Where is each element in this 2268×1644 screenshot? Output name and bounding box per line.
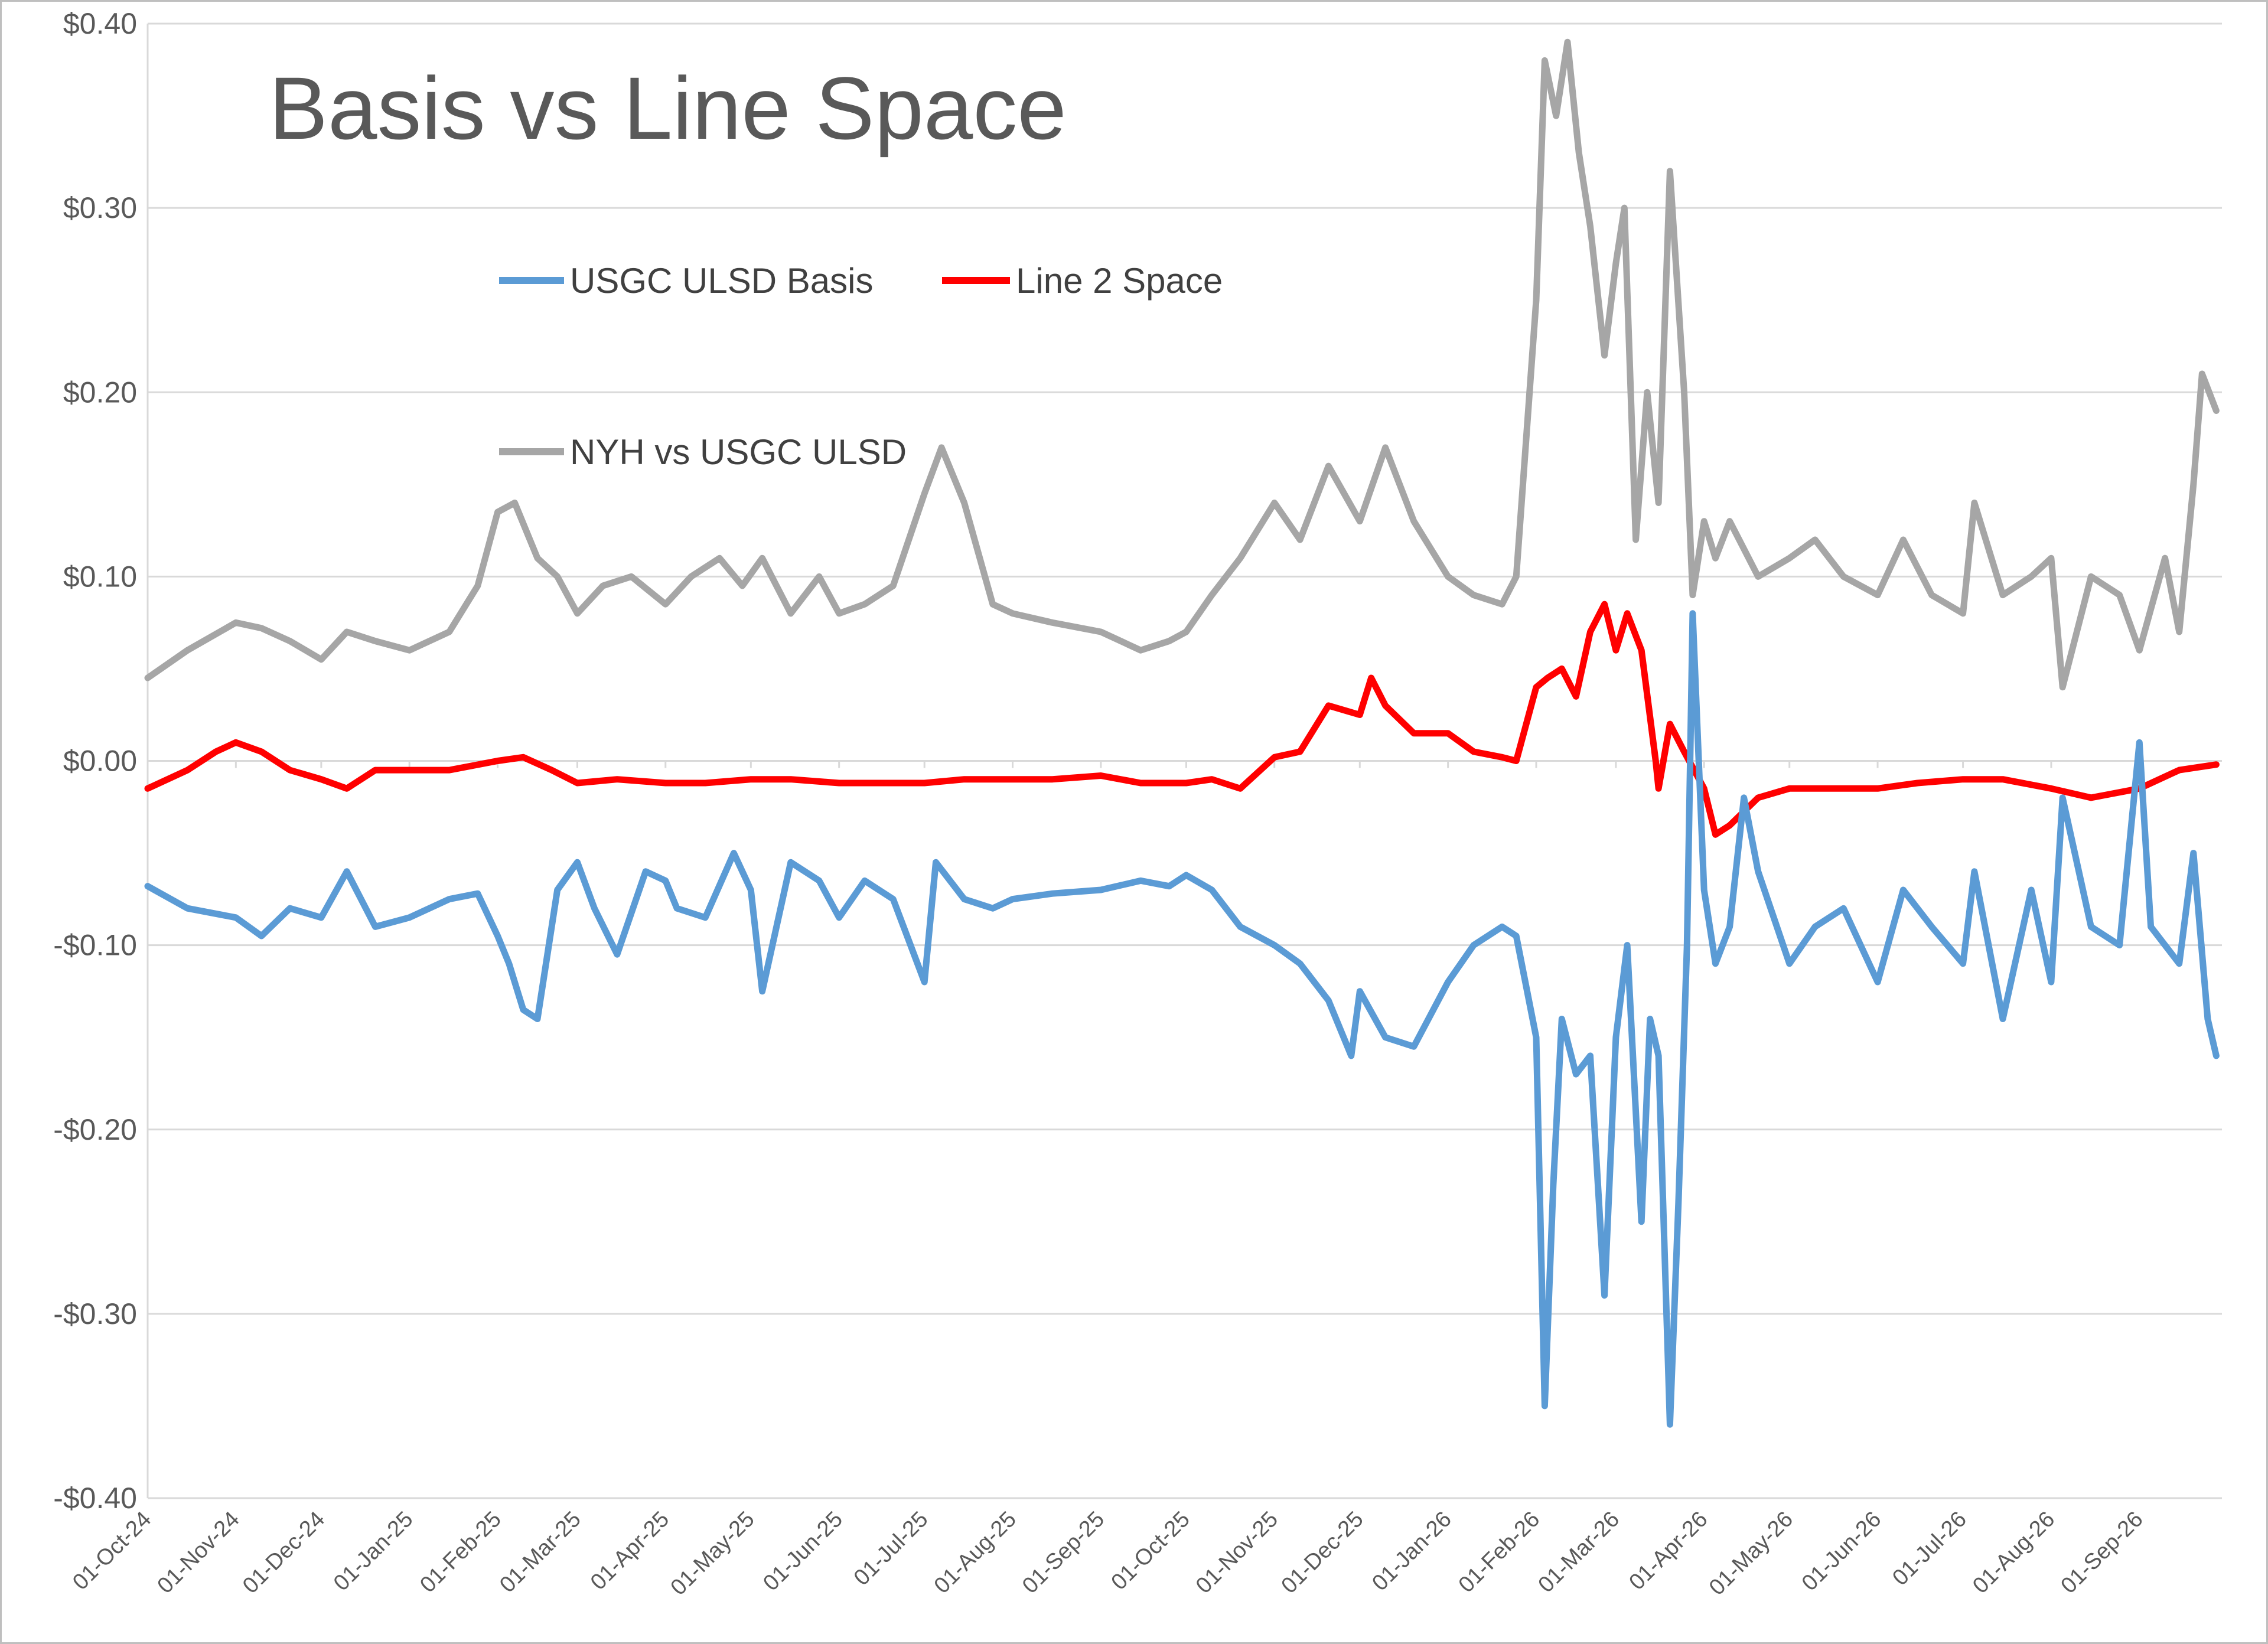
- x-tick-label: 01-Apr-25: [586, 1507, 674, 1595]
- y-tick-label: $0.20: [63, 376, 137, 409]
- x-tick-label: 01-Jun-25: [758, 1507, 848, 1596]
- x-tick-label: 01-May-25: [666, 1507, 760, 1600]
- series-lines: [144, 38, 2220, 1428]
- x-tick-label: 01-Jan-25: [329, 1507, 418, 1596]
- y-tick-label: $0.30: [63, 191, 137, 224]
- x-tick-label: 01-Mar-25: [495, 1507, 586, 1598]
- x-axis-tick-labels: 01-Oct-2401-Nov-2401-Dec-2401-Jan-2501-F…: [68, 1507, 2148, 1600]
- legend-item-line-2-space: Line 2 Space: [942, 261, 1223, 301]
- x-tick-label: 01-Dec-24: [238, 1507, 330, 1599]
- chart-title: Basis vs Line Space: [269, 58, 1067, 158]
- series-line-usgc-ulsd-basis: [144, 610, 2220, 1428]
- x-tick-label: 01-Sep-26: [2056, 1507, 2148, 1599]
- x-tick-label: 01-Aug-26: [1968, 1507, 2060, 1599]
- legend: USGC ULSD Basis Line 2 Space NYH vs USGC…: [499, 261, 1223, 472]
- x-tick-label: 01-Nov-25: [1191, 1507, 1283, 1599]
- y-tick-label: $0.10: [63, 560, 137, 593]
- y-tick-label: $0.00: [63, 745, 137, 778]
- x-tick-label: 01-Apr-26: [1624, 1507, 1712, 1595]
- gridlines: [146, 22, 2222, 1499]
- x-tick-label: 01-Oct-25: [1107, 1507, 1195, 1595]
- y-axis-tick-labels: $0.40 $0.30 $0.20 $0.10 $0.00 -$0.10 -$0.20 -$0…: [53, 7, 137, 1515]
- x-tick-label: 01-Feb-26: [1454, 1507, 1545, 1598]
- x-tick-label: 01-Aug-25: [930, 1507, 1021, 1599]
- legend-item-usgc-ulsd-basis: USGC ULSD Basis: [499, 261, 873, 301]
- series-line-nyh-vs-usgc-ulsd: [144, 38, 2220, 691]
- legend-label-nyh-vs-usgc-ulsd: NYH vs USGC ULSD: [570, 432, 907, 472]
- x-tick-label: 01-Dec-25: [1276, 1507, 1368, 1599]
- legend-item-nyh-vs-usgc-ulsd: NYH vs USGC ULSD: [499, 432, 907, 472]
- y-tick-label: -$0.20: [53, 1113, 137, 1146]
- x-tick-label: 01-Jun-26: [1797, 1507, 1886, 1596]
- x-tick-label: 01-Jan-26: [1367, 1507, 1456, 1596]
- x-tick-label: 01-Jul-26: [1888, 1507, 1972, 1591]
- legend-label-usgc-ulsd-basis: USGC ULSD Basis: [570, 261, 873, 301]
- x-tick-label: 01-Mar-26: [1534, 1507, 1625, 1598]
- y-tick-label: -$0.10: [53, 929, 137, 962]
- x-tick-label: 01-Oct-24: [68, 1507, 156, 1595]
- x-tick-label: 01-Jul-25: [849, 1507, 933, 1591]
- legend-label-line-2-space: Line 2 Space: [1016, 261, 1223, 301]
- x-tick-label: 01-Feb-25: [415, 1507, 506, 1598]
- x-tick-label: 01-Sep-25: [1018, 1507, 1109, 1599]
- y-tick-label: -$0.40: [53, 1482, 137, 1515]
- x-tick-label: 01-May-26: [1705, 1507, 1798, 1600]
- y-tick-label: -$0.30: [53, 1297, 137, 1330]
- series-line-line-2-space: [144, 601, 2220, 838]
- y-tick-label: $0.40: [63, 7, 137, 40]
- x-tick-label: 01-Nov-24: [153, 1507, 245, 1599]
